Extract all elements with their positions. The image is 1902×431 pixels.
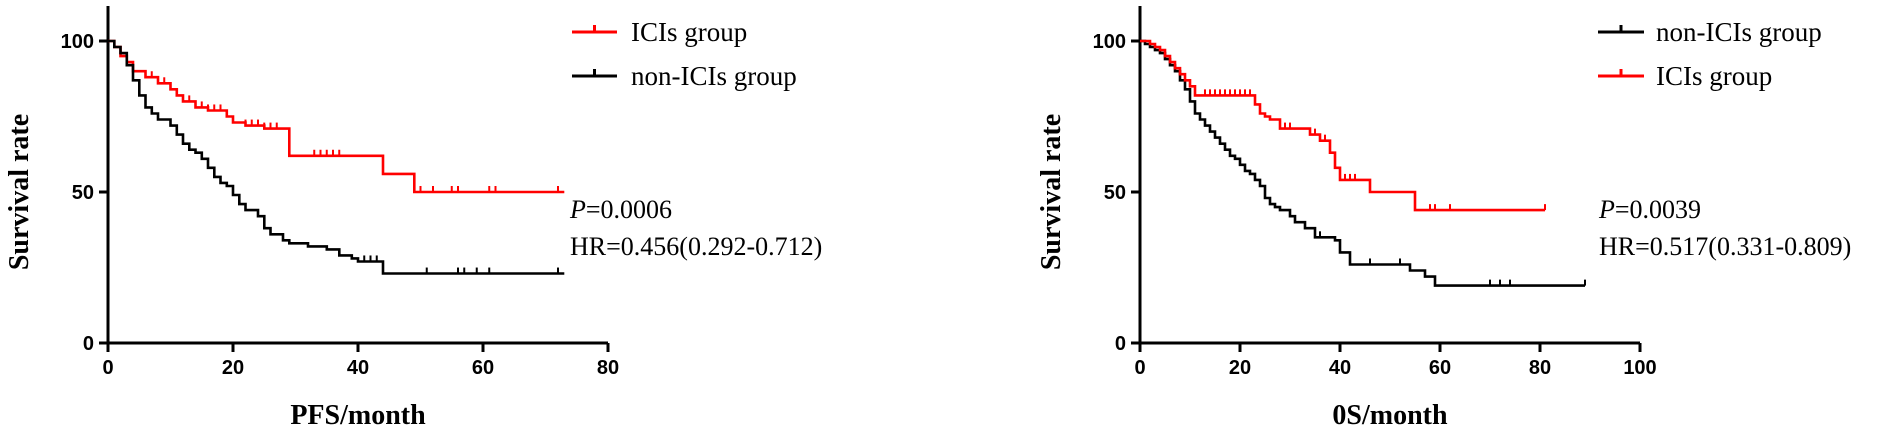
x-tick-label: 60 xyxy=(1429,357,1451,379)
legend-label: ICIs group xyxy=(631,17,747,47)
p-value-text: P=0.0006 xyxy=(569,195,672,224)
legend-label: non-ICIs group xyxy=(1656,17,1822,47)
y-tick-label: 0 xyxy=(1115,333,1126,355)
x-tick-label: 20 xyxy=(1229,357,1251,379)
x-tick-label: 0 xyxy=(102,357,113,379)
legend-label: ICIs group xyxy=(1656,61,1772,91)
hazard-ratio-text: HR=0.456(0.292-0.712) xyxy=(570,232,822,261)
chart-panel-1: 0 20 40 60 80 0 50 100 PFS/month Survival rate ICI… xyxy=(4,6,822,431)
p-symbol: P xyxy=(569,195,586,224)
series-line-2 xyxy=(1140,39,1545,212)
x-tick-label: 40 xyxy=(1329,357,1351,379)
p-value: =0.0006 xyxy=(586,195,672,224)
chart-panel-2: 0 20 40 60 80 100 0 50 100 0S/month Survival rate n… xyxy=(1036,6,1851,431)
p-value-text: P=0.0039 xyxy=(1598,195,1701,224)
x-axis-title: 0S/month xyxy=(1332,400,1448,431)
series-line-1 xyxy=(1140,39,1585,287)
hazard-ratio-text: HR=0.517(0.331-0.809) xyxy=(1599,232,1851,261)
y-tick-label: 0 xyxy=(83,333,94,355)
x-tick-label: 40 xyxy=(347,357,369,379)
x-axis-title: PFS/month xyxy=(290,400,426,431)
y-tick-label: 50 xyxy=(72,182,94,204)
y-tick-label: 100 xyxy=(61,31,94,53)
y-axis-title: Survival rate xyxy=(1036,114,1067,270)
x-tick-label: 80 xyxy=(597,357,619,379)
y-tick-label: 50 xyxy=(1104,182,1126,204)
p-symbol: P xyxy=(1598,195,1615,224)
legend-label: non-ICIs group xyxy=(631,61,797,91)
x-tick-label: 80 xyxy=(1529,357,1551,379)
x-tick-label: 0 xyxy=(1134,357,1145,379)
p-value: =0.0039 xyxy=(1615,195,1701,224)
x-tick-label: 20 xyxy=(222,357,244,379)
x-tick-label: 100 xyxy=(1623,357,1656,379)
series-line-1 xyxy=(108,39,565,194)
x-tick-label: 60 xyxy=(472,357,494,379)
y-tick-label: 100 xyxy=(1093,31,1126,53)
series-line-2 xyxy=(108,39,565,275)
y-axis-title: Survival rate xyxy=(4,114,35,270)
